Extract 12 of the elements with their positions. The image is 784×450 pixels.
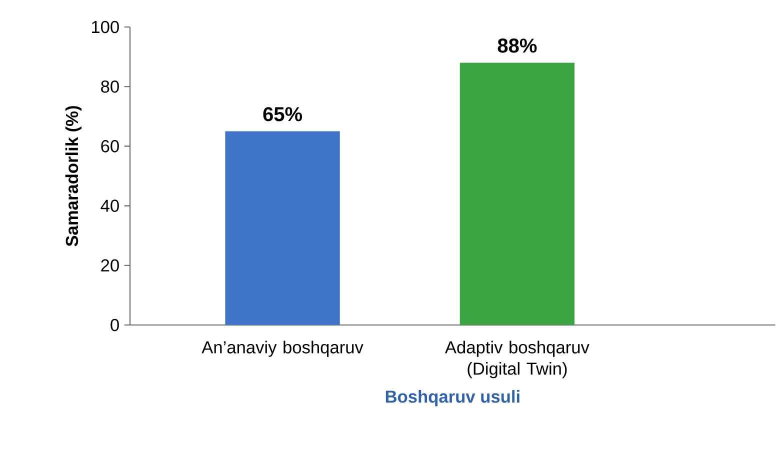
y-tick-label: 20 [101, 259, 119, 272]
data-label: 65% [263, 107, 302, 122]
y-tick-label: 40 [100, 200, 119, 212]
x-axis-title: Boshqaruv usuli [386, 390, 520, 406]
y-tick-label: 0 [110, 318, 119, 332]
data-label: 88% [498, 38, 537, 53]
y-axis-title: Samaradorlik (%) [65, 106, 82, 246]
y-tick-label: 60 [101, 140, 119, 152]
x-tick-label: Adaptiv boshqaruv (Digital Twin) [444, 340, 590, 378]
y-tick-label: 100 [92, 20, 119, 34]
y-tick-label: 80 [101, 80, 119, 93]
x-tick-label: An’anaviy boshqaruv [202, 340, 364, 357]
